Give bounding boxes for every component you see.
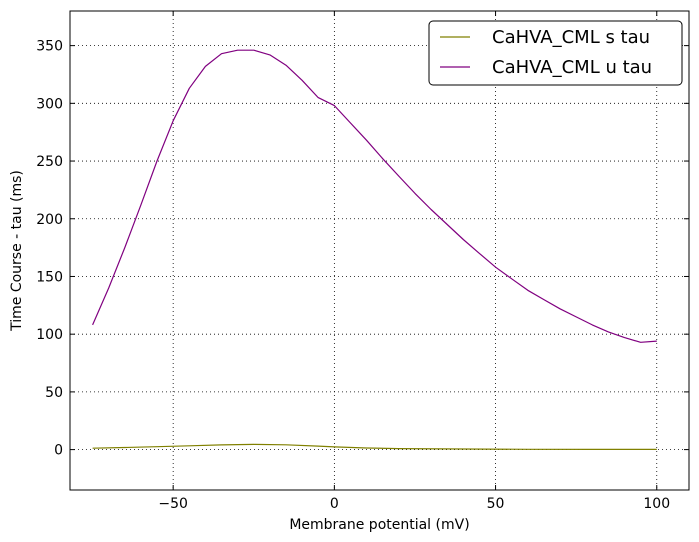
series-line-1	[92, 49, 657, 343]
y-tick-label: 0	[54, 443, 63, 459]
y-tick-label: 300	[36, 96, 63, 112]
x-tick-label: 50	[487, 496, 505, 512]
legend-label-s-tau: CaHVA_CML s tau	[492, 27, 650, 48]
series-line-0	[92, 443, 657, 450]
y-tick-label: 350	[36, 39, 63, 55]
legend: CaHVA_CML s tau CaHVA_CML u tau	[428, 20, 683, 86]
x-tick-label: 100	[643, 496, 670, 512]
legend-label-u-tau: CaHVA_CML u tau	[492, 57, 652, 78]
y-tick-label: 250	[36, 154, 63, 170]
series-layer	[92, 49, 657, 450]
x-tick-label: −50	[158, 496, 188, 512]
x-tick-label: 0	[330, 496, 339, 512]
legend-box	[428, 20, 683, 86]
plot-background	[70, 11, 689, 490]
y-tick-label: 50	[45, 385, 63, 401]
y-tick-label: 150	[36, 269, 63, 285]
y-tick-label: 100	[36, 327, 63, 343]
x-axis-label: Membrane potential (mV)	[289, 517, 469, 533]
y-axis-label: Time Course - tau (ms)	[9, 170, 25, 332]
ticks: −50 0 50 100 0 50 100 150 200 250 300 350	[36, 11, 689, 512]
y-tick-label: 200	[36, 212, 63, 228]
plot-frame	[69, 10, 690, 491]
